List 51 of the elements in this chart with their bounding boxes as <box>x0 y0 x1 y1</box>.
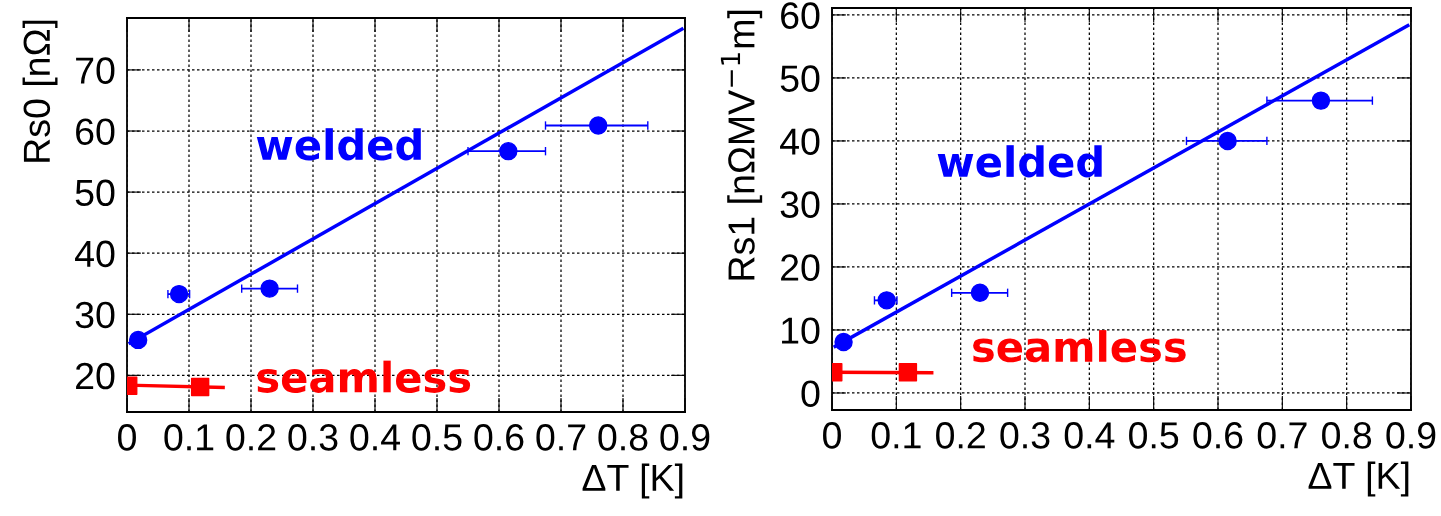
x-tick-label: 0.4 <box>1064 422 1115 449</box>
x-tick-label: 0.1 <box>164 424 214 451</box>
x-tick-label: 0.2 <box>936 422 985 449</box>
x-tick-label: 0.8 <box>598 424 648 451</box>
x-tick-label: 0.8 <box>1322 422 1372 449</box>
x-tick-label: 0.9 <box>1386 422 1436 449</box>
y-tick-label: 20 <box>781 254 820 281</box>
series-label: seamless <box>257 360 471 393</box>
x-tick-label: 0.7 <box>536 424 586 451</box>
y-tick-label: 40 <box>780 128 820 155</box>
point <box>970 283 990 303</box>
x-tick-label: 0.5 <box>412 424 462 451</box>
y-tick-label: 20 <box>76 362 115 390</box>
x-axis-title: ΔT [K] <box>582 463 683 499</box>
point <box>169 284 189 304</box>
point <box>499 141 518 161</box>
y-tick-label: 60 <box>781 2 820 29</box>
x-tick-label: 0.3 <box>1000 422 1050 449</box>
x-axis-title: ΔT [K] <box>1308 461 1409 497</box>
series-label: seamless <box>973 330 1186 363</box>
series-label: welded <box>256 128 421 161</box>
y-axis-title: Rs0 [nΩ] <box>22 20 58 162</box>
y-tick-label: 60 <box>76 118 115 145</box>
y-tick-label: 50 <box>75 179 115 207</box>
point <box>1311 91 1331 110</box>
y-tick-label: 10 <box>782 317 820 344</box>
point <box>260 279 279 298</box>
point <box>877 291 896 310</box>
x-tick-label: 0.6 <box>474 424 524 451</box>
y-tick-label: 70 <box>76 57 115 84</box>
x-tick-label: 0.2 <box>226 424 276 451</box>
y-axis-title: Rs1 [nΩMV$^{−1}$m] <box>720 10 763 280</box>
x-tick-label: 0 <box>823 422 841 449</box>
x-tick-label: 0.7 <box>1257 422 1307 449</box>
y-tick-label: 40 <box>75 240 115 268</box>
point <box>834 332 853 352</box>
x-tick-label: 0.6 <box>1193 422 1243 449</box>
point <box>128 330 148 350</box>
x-tick-label: 0.3 <box>288 424 338 451</box>
y-tick-label: 30 <box>780 191 820 218</box>
point <box>588 116 608 135</box>
x-tick-label: 0.1 <box>871 422 921 449</box>
x-tick-label: 0 <box>118 424 136 451</box>
y-tick-label: 30 <box>75 301 115 329</box>
x-tick-label: 0.4 <box>350 424 400 451</box>
text: welded <box>937 145 1102 178</box>
point <box>1218 131 1237 151</box>
y-tick-label: 50 <box>780 65 820 92</box>
x-tick-label: 0.9 <box>660 424 710 451</box>
x-tick-label: 0.5 <box>1129 422 1179 449</box>
y-tick-label: 0 <box>801 380 820 407</box>
